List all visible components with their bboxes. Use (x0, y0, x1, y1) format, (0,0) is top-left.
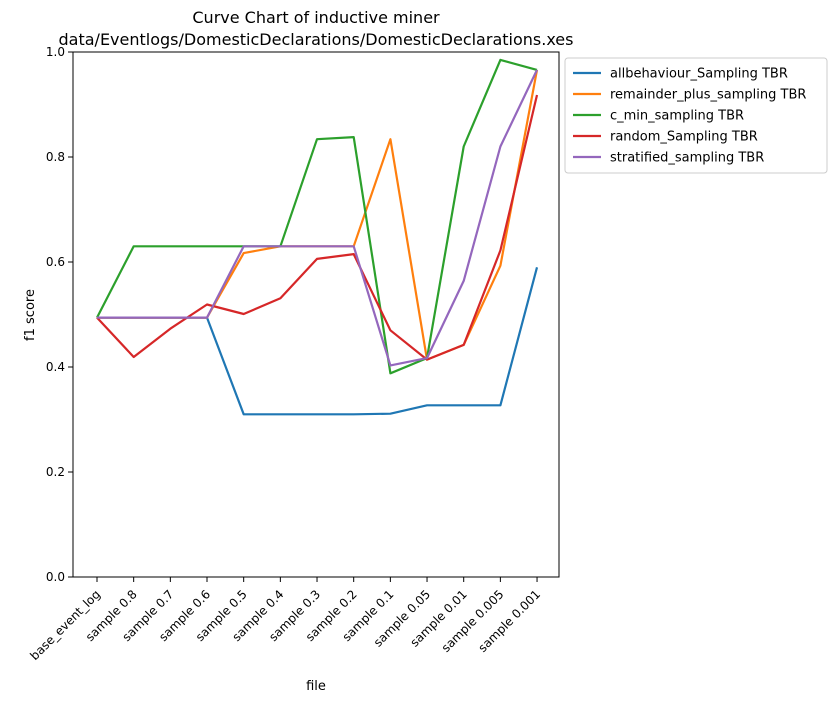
legend-box (564, 57, 828, 174)
x-axis-label: file (306, 679, 326, 694)
y-axis-label: f1 score (23, 289, 38, 341)
legend-entry: remainder_plus_sampling TBR (610, 88, 806, 103)
chart-title: Curve Chart of inductive miner (192, 8, 440, 27)
series-line-random-sampling-tbr (96, 94, 539, 361)
y-tick-label: 0.2 (46, 465, 65, 479)
legend: allbehaviour_Sampling TBR remainder_plus_… (564, 57, 828, 174)
legend-entry: c_min_sampling TBR (610, 109, 744, 124)
legend-entry: random_Sampling TBR (610, 130, 758, 145)
y-tick-label: 0.0 (46, 570, 65, 584)
y-tick-label: 0.8 (46, 150, 65, 164)
y-axis: 0.0 0.2 0.4 0.6 0.8 1.0 (46, 45, 73, 584)
legend-entry: stratified_sampling TBR (610, 151, 764, 166)
chart-subtitle: data/Eventlogs/DomesticDeclarations/Dome… (59, 30, 574, 49)
y-tick-label: 0.4 (46, 360, 65, 374)
series-layer (96, 58, 539, 416)
series-line-remainder-plus-sampling-tbr (97, 69, 539, 361)
plot-frame (72, 51, 560, 578)
series-line-c-min-sampling-tbr (96, 58, 538, 375)
series-line-allbehaviour-sampling-tbr (97, 267, 539, 416)
series-line-stratified-sampling-tbr (97, 69, 538, 367)
legend-entry: allbehaviour_Sampling TBR (610, 67, 788, 82)
y-tick-label: 0.6 (46, 255, 65, 269)
y-tick-label: 1.0 (46, 45, 65, 59)
